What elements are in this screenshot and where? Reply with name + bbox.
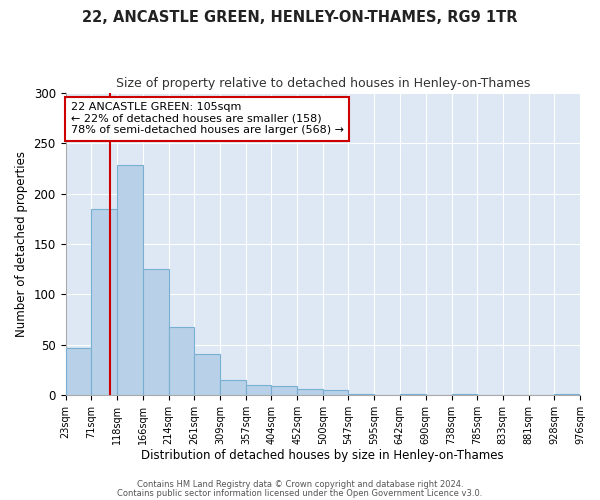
Text: Contains HM Land Registry data © Crown copyright and database right 2024.: Contains HM Land Registry data © Crown c…	[137, 480, 463, 489]
Bar	[297, 389, 323, 395]
Bar	[246, 385, 271, 395]
Bar	[220, 380, 246, 395]
Bar	[349, 394, 374, 395]
Text: 22, ANCASTLE GREEN, HENLEY-ON-THAMES, RG9 1TR: 22, ANCASTLE GREEN, HENLEY-ON-THAMES, RG…	[82, 10, 518, 25]
Bar	[452, 394, 477, 395]
Bar	[194, 354, 220, 395]
Bar	[65, 348, 91, 395]
Bar	[554, 394, 580, 395]
Text: 22 ANCASTLE GREEN: 105sqm
← 22% of detached houses are smaller (158)
78% of semi: 22 ANCASTLE GREEN: 105sqm ← 22% of detac…	[71, 102, 344, 136]
Bar	[400, 394, 425, 395]
Title: Size of property relative to detached houses in Henley-on-Thames: Size of property relative to detached ho…	[116, 78, 530, 90]
Bar	[271, 386, 297, 395]
Bar	[143, 269, 169, 395]
Bar	[117, 166, 143, 395]
Bar	[169, 328, 194, 395]
Text: Contains public sector information licensed under the Open Government Licence v3: Contains public sector information licen…	[118, 488, 482, 498]
X-axis label: Distribution of detached houses by size in Henley-on-Thames: Distribution of detached houses by size …	[142, 450, 504, 462]
Y-axis label: Number of detached properties: Number of detached properties	[15, 151, 28, 337]
Bar	[323, 390, 349, 395]
Bar	[91, 208, 117, 395]
